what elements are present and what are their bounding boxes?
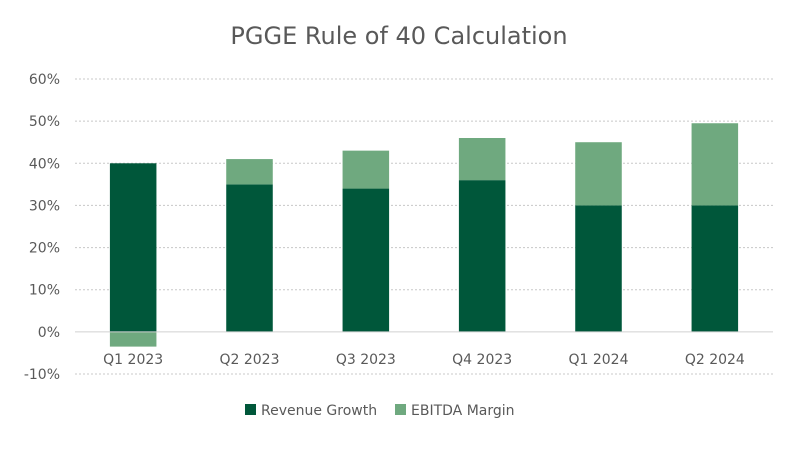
bar-revenue-growth — [458, 180, 506, 332]
x-axis: Q1 2023 Q2 2023 Q3 2023 Q4 2023 Q1 2024 Q2 20… — [75, 331, 773, 368]
y-tick-label: 0% — [38, 325, 60, 341]
x-tick-label: Q2 2023 — [219, 352, 279, 368]
y-axis: -10% 0% 10% 20% 30% 40% 50% 60% — [24, 72, 60, 383]
legend-swatch — [395, 404, 406, 415]
bar-ebitda-margin — [109, 331, 157, 347]
x-tick-label: Q1 2024 — [568, 352, 628, 368]
y-tick-label: -10% — [24, 367, 60, 383]
gridlines — [75, 78, 773, 375]
bars — [109, 123, 739, 347]
bar-revenue-growth — [575, 205, 622, 332]
legend: Revenue Growth EBITDA Margin — [245, 403, 515, 419]
chart-title: PGGE Rule of 40 Calculation — [230, 22, 567, 50]
bar-ebitda-margin — [458, 138, 506, 181]
y-tick-label: 60% — [29, 72, 60, 88]
bar-revenue-growth — [342, 188, 390, 332]
y-tick-label: 50% — [29, 114, 60, 130]
bar-revenue-growth — [226, 184, 273, 332]
y-tick-label: 30% — [29, 198, 60, 214]
bar-revenue-growth — [691, 205, 739, 332]
x-tick-label: Q3 2023 — [336, 352, 396, 368]
y-tick-label: 20% — [29, 241, 60, 257]
x-tick-label: Q2 2024 — [685, 352, 745, 368]
bar-ebitda-margin — [226, 159, 273, 185]
bar-ebitda-margin — [691, 123, 739, 206]
y-tick-label: 10% — [29, 283, 60, 299]
bar-ebitda-margin — [342, 150, 390, 189]
x-tick-label: Q1 2023 — [103, 352, 163, 368]
legend-swatch — [245, 404, 256, 415]
legend-label: Revenue Growth — [261, 403, 377, 419]
legend-label: EBITDA Margin — [411, 403, 515, 419]
x-tick-label: Q4 2023 — [452, 352, 512, 368]
y-tick-label: 40% — [29, 156, 60, 172]
bar-revenue-growth — [109, 163, 157, 332]
bar-ebitda-margin — [575, 142, 622, 206]
